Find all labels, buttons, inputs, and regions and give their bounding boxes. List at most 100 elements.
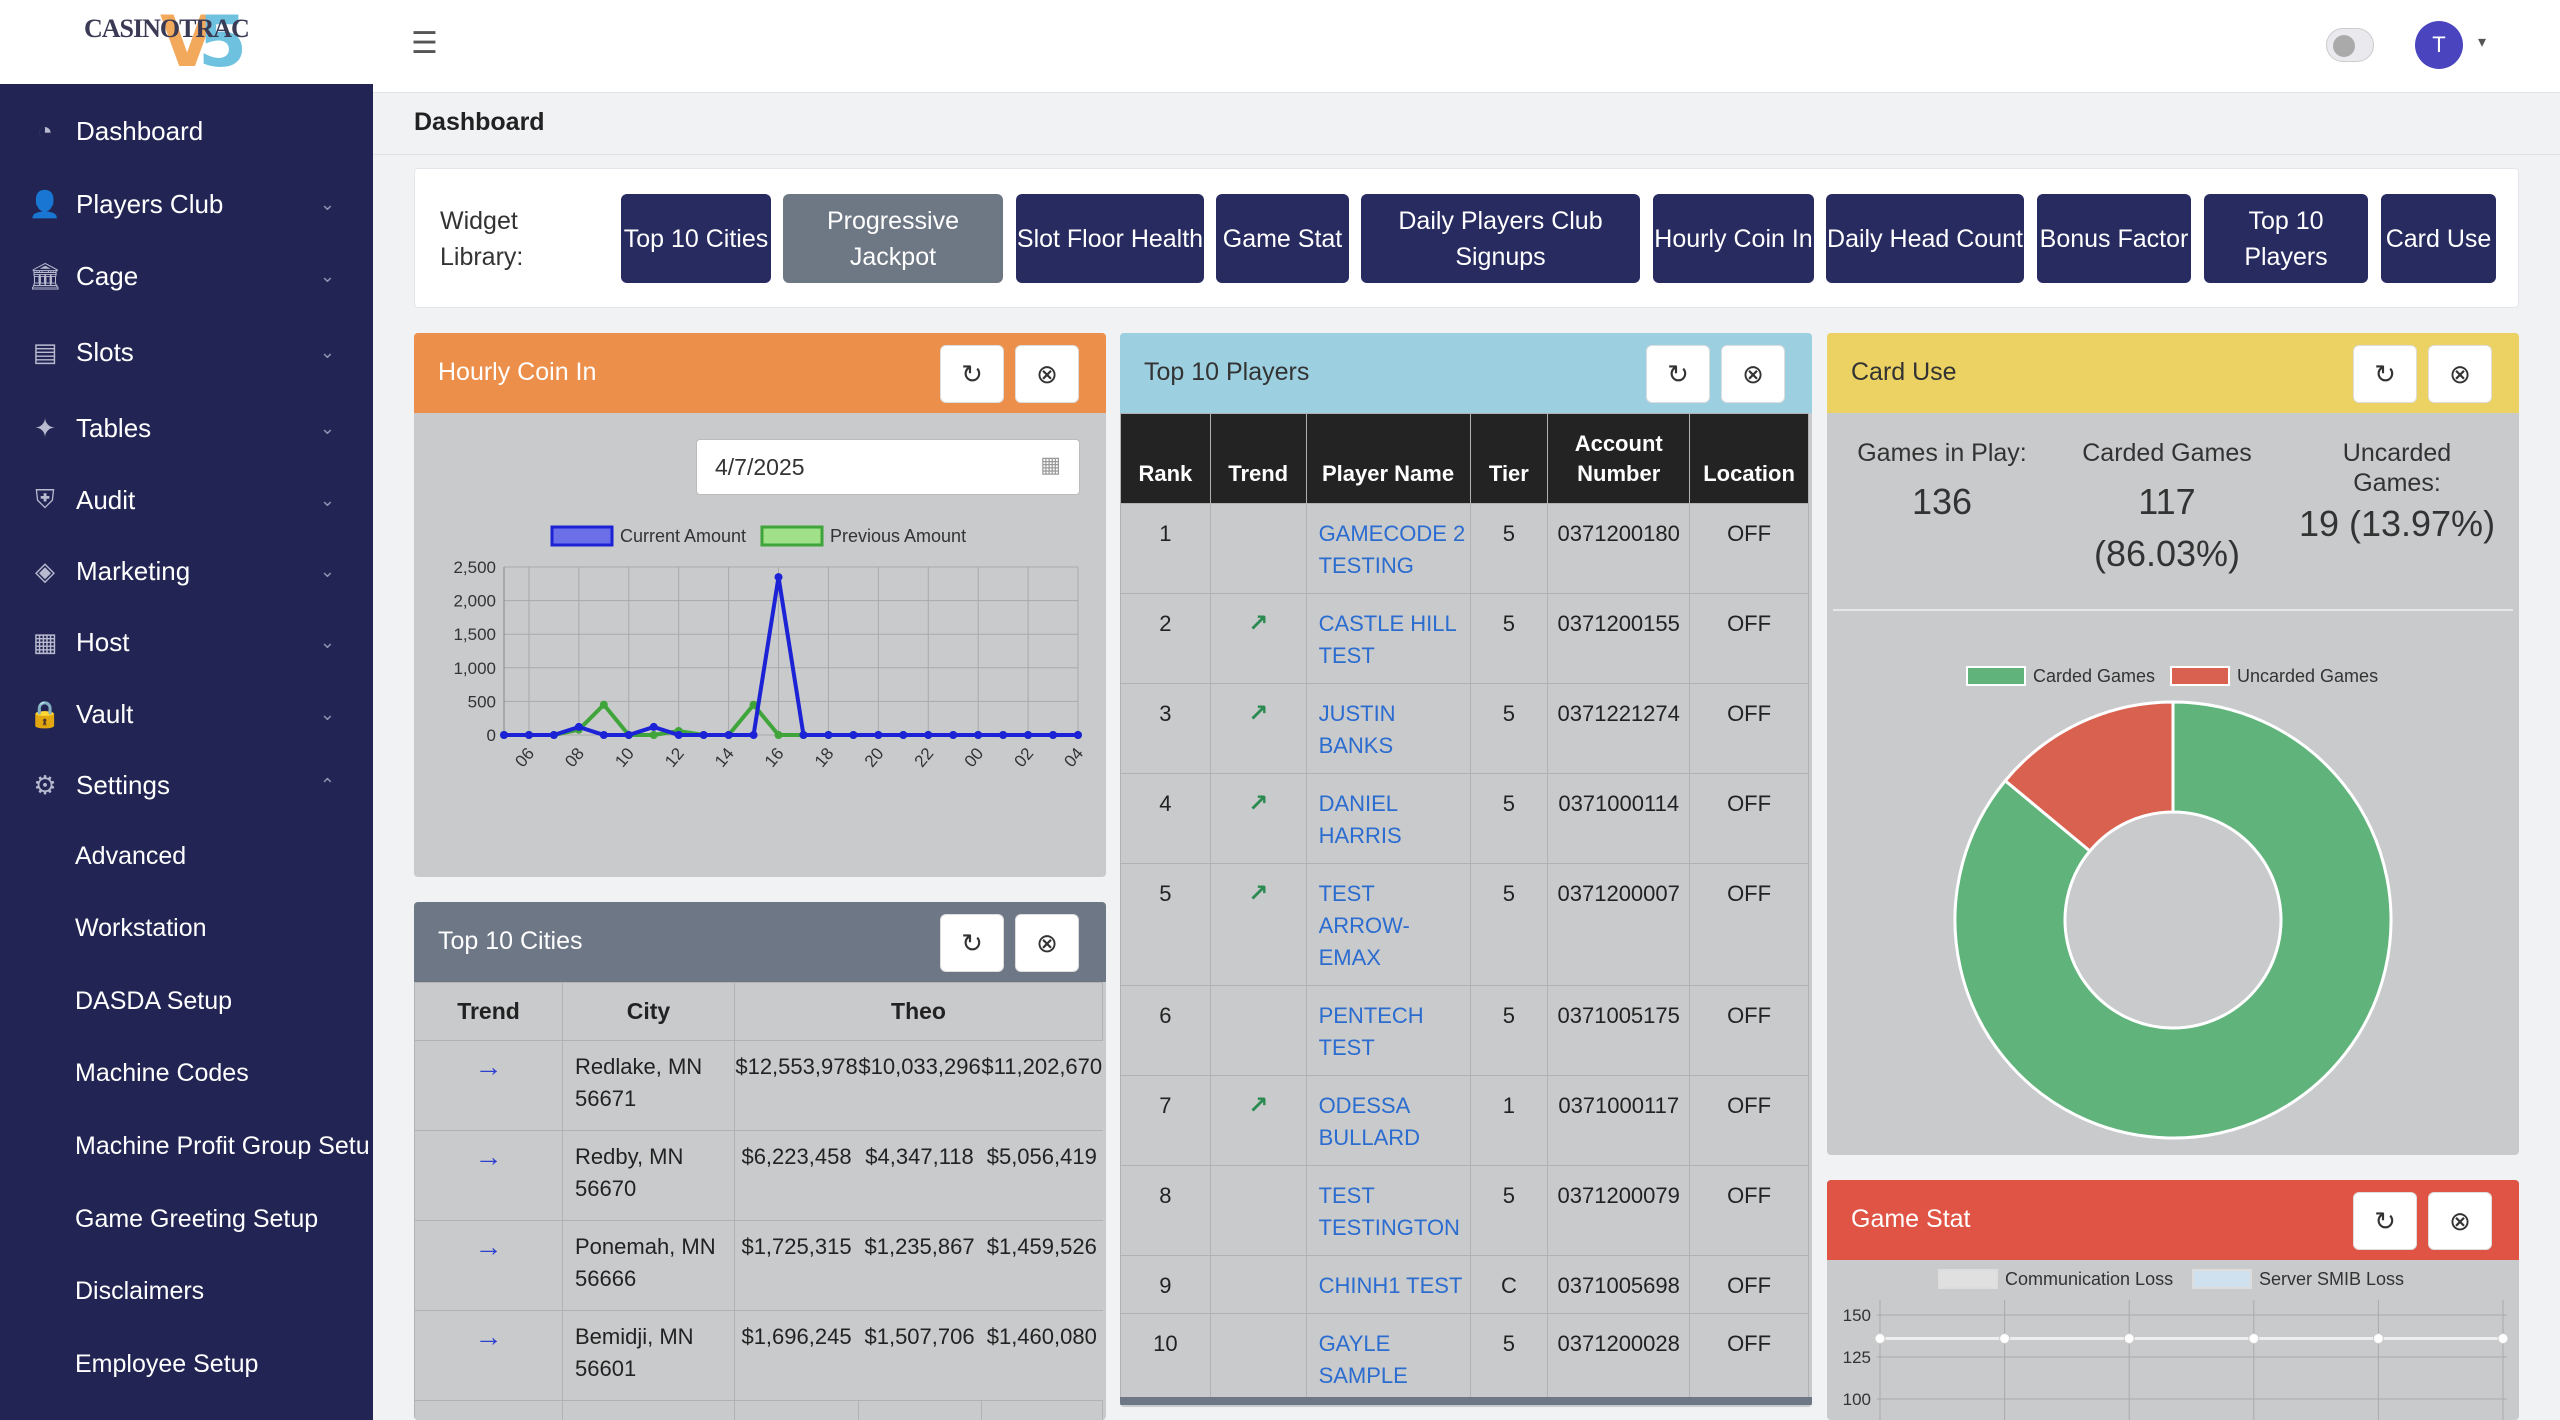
panel-title: Card Use [1851,358,1957,386]
theo-cell: $4,347,118 [858,1130,982,1221]
game-stat-panel: Game Stat ↻ ⊗ Communication Loss Server S… [1827,1180,2519,1420]
sidebar-item-label: Marketing [76,555,191,586]
sidebar-item-tables[interactable]: ✦ Tables ⌄ [0,398,373,458]
data-point [500,731,508,739]
top-10-players-panel: Top 10 Players ↻ ⊗ Rank Trend Player Name T… [1120,333,1812,1407]
settings-subitem[interactable]: Machine Profit Group Setu [75,1132,370,1160]
theo-cell: $1,235,867 [858,1220,982,1311]
player-name-link[interactable]: ODESSA BULLARD [1305,1075,1471,1166]
player-name-link[interactable]: DANIEL HARRIS [1305,773,1471,864]
sidebar-item-vault[interactable]: 🔒 Vault ⌄ [0,684,373,744]
widget-button-game-stat[interactable]: Game Stat [1216,194,1349,283]
widget-button-slot-floor-health[interactable]: Slot Floor Health [1016,194,1204,283]
table-row[interactable]: 7 ↗ ODESSA BULLARD 1 0371000117 OFF [1120,1075,1809,1166]
table-row[interactable]: 3 ↗ JUSTIN BANKS 5 0371221274 OFF [1120,683,1809,774]
sidebar-item-dashboard[interactable]: ◔ Dashboard [0,101,373,161]
table-row[interactable]: 8 TEST TESTINGTON 5 0371200079 OFF [1120,1165,1809,1256]
player-name-link[interactable]: CHINH1 TEST [1305,1255,1471,1314]
close-button[interactable]: ⊗ [1015,345,1079,403]
sidebar-item-marketing[interactable]: ◈ Marketing ⌄ [0,541,373,601]
settings-subitem[interactable]: Disclaimers [75,1277,205,1305]
tier-cell: 5 [1469,863,1549,986]
x-tick-label: 18 [811,744,838,771]
widget-button-top-10-cities[interactable]: Top 10 Cities [621,194,771,283]
table-row[interactable]: 4 ↗ DANIEL HARRIS 5 0371000114 OFF [1120,773,1809,864]
sidebar-item-cage[interactable]: 🏛 Cage ⌄ [0,246,373,306]
column-header: Trend [1209,413,1307,504]
refresh-button[interactable]: ↻ [2353,1192,2417,1250]
x-tick-label: 12 [661,744,688,771]
slot-machine-icon: ▤ [32,336,58,367]
player-name-link[interactable]: GAYLE SAMPLE [1305,1313,1471,1404]
caret-down-icon[interactable]: ▾ [2477,34,2486,51]
widget-button-progressive-jackpot[interactable]: Progressive Jackpot [783,194,1003,283]
settings-subitem[interactable]: DASDA Setup [75,987,233,1015]
legend-label: Carded Games [2033,666,2155,686]
player-name-link[interactable]: GAMECODE 2 TESTING [1305,503,1471,594]
theo-cell: $5,056,419 [981,1130,1103,1221]
data-point [2497,1333,2509,1345]
close-button[interactable]: ⊗ [1721,345,1785,403]
panel-title: Game Stat [1851,1205,1971,1233]
sidebar-item-settings[interactable]: ⚙ Settings ⌃ [0,755,373,815]
hamburger-menu-icon[interactable]: ☰ [411,27,438,60]
pie-slice-carded[interactable] [1953,700,2393,1140]
settings-subitem[interactable]: Machine Codes [75,1059,249,1087]
widget-button-daily-head-count[interactable]: Daily Head Count [1826,194,2024,283]
refresh-button[interactable]: ↻ [2353,345,2417,403]
account-number-cell: 0371005175 [1547,985,1691,1076]
settings-subitem[interactable]: Advanced [75,842,187,870]
table-row[interactable]: 1 GAMECODE 2 TESTING 5 0371200180 OFF [1120,503,1809,594]
theo-cell: $1,696,245 [734,1310,859,1401]
refresh-button[interactable]: ↻ [940,345,1004,403]
widget-button-card-use[interactable]: Card Use [2381,194,2496,283]
close-button[interactable]: ⊗ [2428,345,2492,403]
data-point [624,731,633,739]
theo-cell: $6,223,458 [734,1130,859,1221]
date-picker[interactable]: 4/7/2025 ▦ [696,439,1080,495]
settings-subitem[interactable]: Workstation [75,914,207,942]
card-use-panel: Card Use ↻ ⊗ Games in Play: 136 Carded G… [1827,333,2519,1155]
widget-button-top-10-players[interactable]: Top 10 Players [2204,194,2368,283]
table-row[interactable]: 10 GAYLE SAMPLE 5 0371200028 OFF [1120,1313,1809,1404]
logo-v5-mark: V5 [160,1,247,83]
bank-icon: 🏛 [28,260,62,291]
table-row[interactable]: 6 PENTECH TEST 5 0371005175 OFF [1120,985,1809,1076]
building-icon: ▦ [32,626,58,657]
sidebar-item-audit[interactable]: ⛨ Audit ⌄ [0,470,373,530]
table-row[interactable]: 9 CHINH1 TEST C 0371005698 OFF [1120,1255,1809,1314]
logo[interactable]: V5 CASINOTRAC [0,0,373,84]
player-name-link[interactable]: PENTECH TEST [1305,985,1471,1076]
theme-toggle[interactable] [2326,28,2374,62]
widget-button-bonus-factor[interactable]: Bonus Factor [2037,194,2191,283]
table-row: → Bemidji, MN 56601 $1,696,245 $1,507,706 $1… [414,1310,1103,1401]
player-name-link[interactable]: TEST ARROW-EMAX [1305,863,1471,986]
widget-button-daily-players-club-signups[interactable]: Daily Players Club Signups [1361,194,1640,283]
y-tick-label: 500 [468,692,496,711]
close-button[interactable]: ⊗ [2428,1192,2492,1250]
player-name-link[interactable]: CASTLE HILL TEST [1305,593,1471,684]
settings-subitem[interactable]: Game Greeting Setup [75,1205,319,1233]
close-button[interactable]: ⊗ [1015,914,1079,972]
account-number-cell: 0371200079 [1547,1165,1691,1256]
player-name-link[interactable]: TEST TESTINGTON [1305,1165,1471,1256]
y-tick-label: 150 [1843,1306,1871,1325]
sidebar-item-host[interactable]: ▦ Host ⌄ [0,612,373,672]
city-cell: Redlake, MN 56671 [562,1040,735,1131]
pie-slice-uncarded[interactable] [2003,700,2175,854]
games-in-play-stat: Games in Play: 136 [1847,438,2037,528]
x-tick-label: 16 [761,744,788,771]
avatar[interactable]: T [2415,21,2463,69]
table-row[interactable]: 2 ↗ CASTLE HILL TEST 5 0371200155 OFF [1120,593,1809,684]
settings-subitem[interactable]: Employee Setup [75,1350,259,1378]
player-name-link[interactable]: JUSTIN BANKS [1305,683,1471,774]
legend-label: Uncarded Games [2237,666,2378,686]
widget-button-hourly-coin-in[interactable]: Hourly Coin In [1653,194,1814,283]
calendar-icon[interactable]: ▦ [1040,452,1061,477]
sidebar-item-slots[interactable]: ▤ Slots ⌄ [0,322,373,382]
refresh-button[interactable]: ↻ [940,914,1004,972]
refresh-button[interactable]: ↻ [1646,345,1710,403]
legend-swatch [550,525,614,547]
sidebar-item-players-club[interactable]: 👤 Players Club ⌄ [0,174,373,234]
table-row[interactable]: 5 ↗ TEST ARROW-EMAX 5 0371200007 OFF [1120,863,1809,986]
